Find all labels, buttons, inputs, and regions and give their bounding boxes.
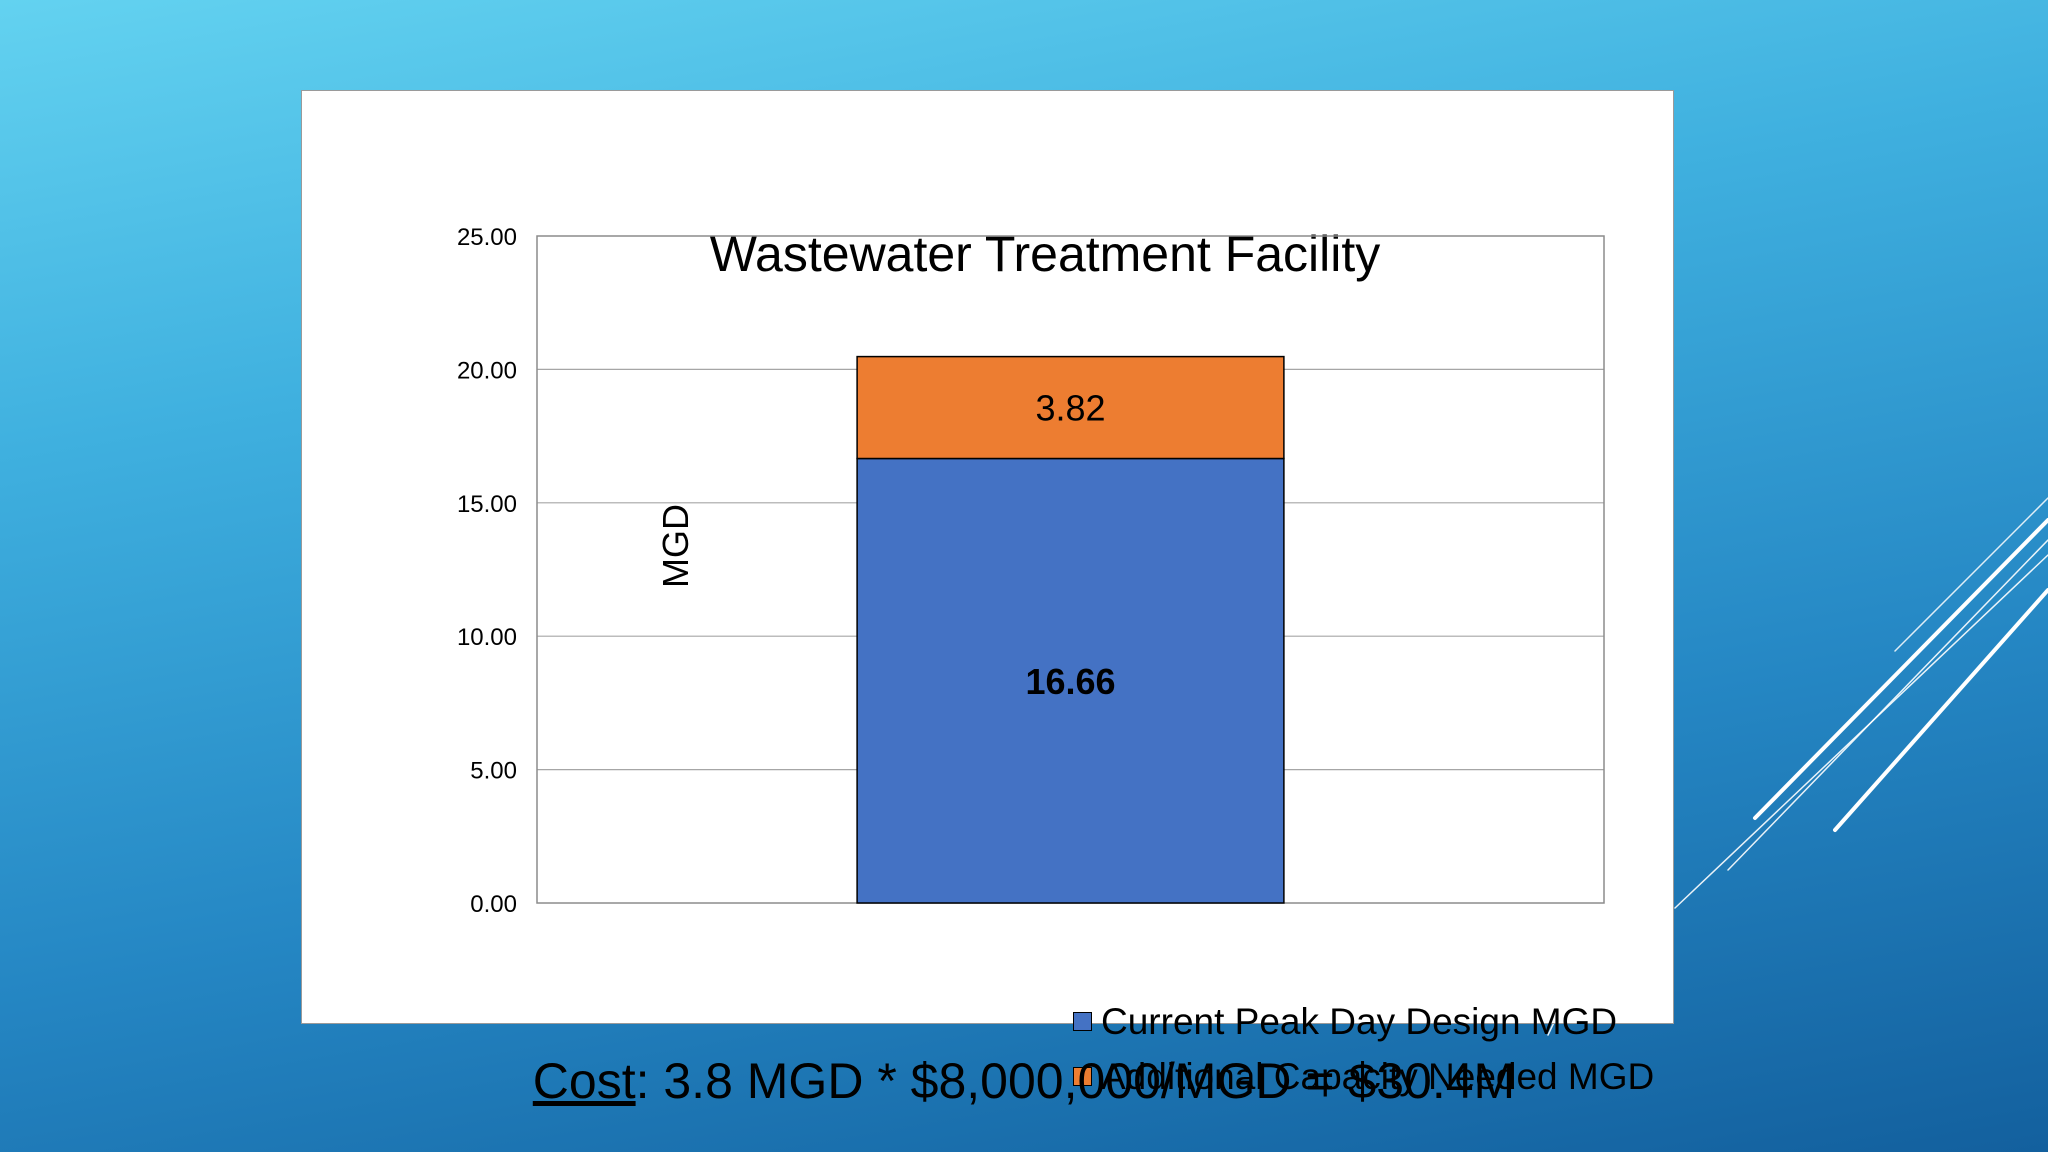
chart-card: Wastewater Treatment Facility 16.66 3.82 … — [301, 90, 1674, 1097]
bar-segment-current-peak — [856, 457, 1285, 904]
legend-swatch-additional-capacity — [1073, 1067, 1092, 1086]
data-label-additional-capacity: 3.82 — [1035, 388, 1105, 429]
y-tick-label: 20.00 — [457, 357, 517, 384]
y-axis-label: MGD — [655, 504, 696, 588]
y-tick-label: 10.00 — [457, 624, 517, 651]
cost-caption: Cost: 3.8 MGD * $8,000,000/MGD = $30.4M — [0, 1052, 2048, 1110]
y-tick-label: 15.00 — [457, 491, 517, 518]
legend-label-additional-capacity: Additional Capacity Needed MGD — [1101, 1056, 1655, 1097]
legend-item-current-peak: Current Peak Day Design MGD — [1073, 994, 1654, 1049]
chart-legend: Current Peak Day Design MGD Additional C… — [1073, 994, 1654, 1104]
bar-chart: Wastewater Treatment Facility 16.663.82 … — [457, 224, 1605, 918]
data-label-current-peak: 16.66 — [1025, 661, 1115, 702]
legend-item-additional-capacity: Additional Capacity Needed MGD — [1073, 1049, 1654, 1104]
y-tick-label: 0.00 — [470, 891, 517, 918]
y-tick-label: 25.00 — [457, 224, 517, 251]
legend-label-current-peak: Current Peak Day Design MGD — [1101, 1001, 1618, 1042]
cost-formula: : 3.8 MGD * $8,000,000/MGD = $30.4M — [635, 1053, 1516, 1109]
legend-swatch-current-peak — [1073, 1012, 1092, 1031]
chart-title: Wastewater Treatment Facility — [710, 226, 1381, 282]
bar-segment-additional-capacity — [856, 355, 1285, 460]
y-tick-label: 5.00 — [470, 758, 517, 785]
cost-label: Cost — [532, 1053, 636, 1109]
